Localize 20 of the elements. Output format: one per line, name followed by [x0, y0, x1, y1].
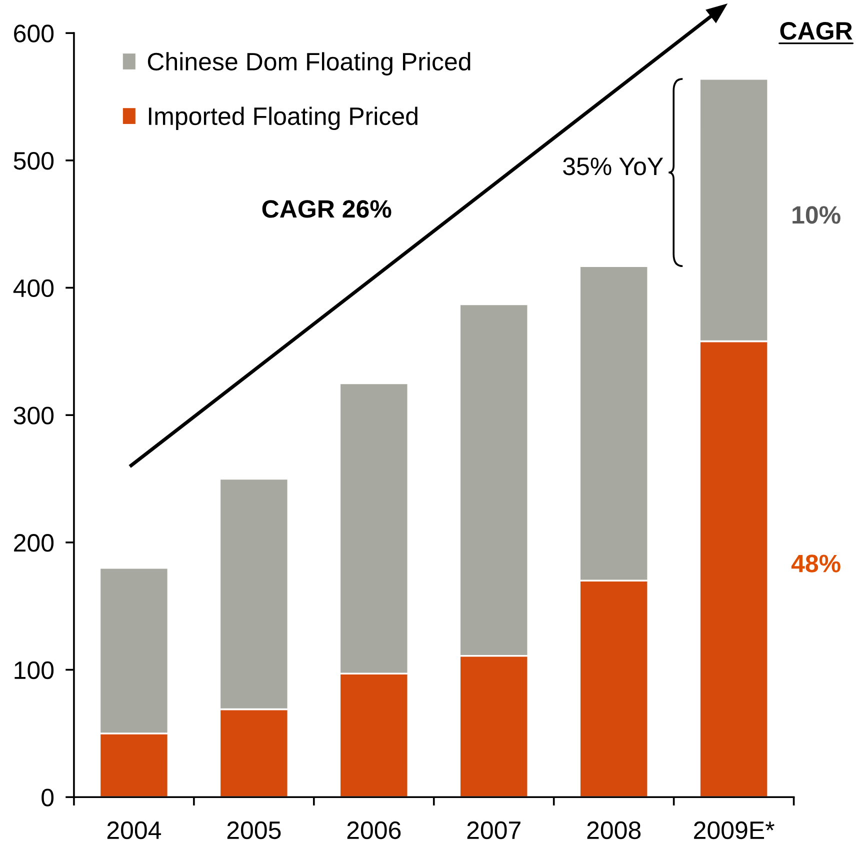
x-tick-label: 2005 — [227, 821, 281, 840]
legend-label: Chinese Dom Floating Priced — [148, 52, 470, 76]
annotation: 48% — [791, 554, 840, 572]
x-tick-label: 2007 — [467, 821, 520, 840]
x-tick-label: 2009E* — [694, 821, 774, 840]
annotation: 10% — [792, 206, 840, 224]
annotation: CAGR 26% — [262, 200, 392, 218]
y-tick-label: 200 — [14, 534, 54, 552]
x-tick-label: 2008 — [587, 821, 641, 840]
legend-label: Imported Floating Priced — [148, 106, 418, 130]
annotation: 35% YoY — [563, 158, 664, 176]
y-tick-label: 500 — [14, 152, 54, 170]
x-tick-label: 2004 — [107, 821, 162, 840]
y-tick-label: 100 — [14, 661, 54, 680]
y-tick-label: 0 — [42, 788, 54, 806]
y-tick-label: 400 — [13, 279, 54, 298]
y-tick-label: 300 — [14, 406, 54, 424]
x-tick-label: 2006 — [347, 821, 401, 840]
y-tick-label: 600 — [14, 24, 54, 42]
annotation: CAGR — [780, 22, 852, 40]
